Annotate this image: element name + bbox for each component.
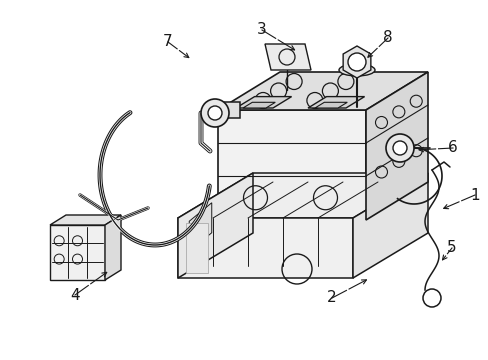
Text: 7: 7 bbox=[163, 35, 172, 49]
Polygon shape bbox=[307, 96, 364, 108]
Polygon shape bbox=[343, 46, 370, 78]
Text: 8: 8 bbox=[383, 31, 392, 45]
Polygon shape bbox=[365, 72, 427, 220]
Polygon shape bbox=[218, 110, 365, 220]
Polygon shape bbox=[50, 215, 121, 225]
Circle shape bbox=[347, 53, 365, 71]
Polygon shape bbox=[178, 173, 252, 278]
Text: 1: 1 bbox=[469, 188, 479, 202]
Circle shape bbox=[422, 289, 440, 307]
Circle shape bbox=[201, 99, 228, 127]
Text: 6: 6 bbox=[447, 140, 457, 156]
Polygon shape bbox=[216, 102, 240, 118]
Polygon shape bbox=[314, 102, 346, 108]
Polygon shape bbox=[189, 203, 211, 251]
Polygon shape bbox=[50, 225, 105, 280]
Circle shape bbox=[385, 134, 413, 162]
Polygon shape bbox=[352, 173, 427, 278]
Polygon shape bbox=[178, 218, 352, 278]
Polygon shape bbox=[178, 173, 427, 218]
Text: 4: 4 bbox=[70, 288, 80, 302]
Circle shape bbox=[207, 106, 222, 120]
Polygon shape bbox=[218, 72, 427, 110]
Polygon shape bbox=[105, 215, 121, 280]
Ellipse shape bbox=[338, 64, 374, 76]
Text: 2: 2 bbox=[326, 291, 336, 306]
Text: 5: 5 bbox=[446, 240, 456, 256]
Polygon shape bbox=[236, 96, 291, 108]
Circle shape bbox=[392, 141, 406, 155]
Polygon shape bbox=[264, 44, 310, 70]
Polygon shape bbox=[243, 102, 275, 108]
Polygon shape bbox=[185, 223, 207, 273]
Text: 3: 3 bbox=[257, 22, 266, 37]
